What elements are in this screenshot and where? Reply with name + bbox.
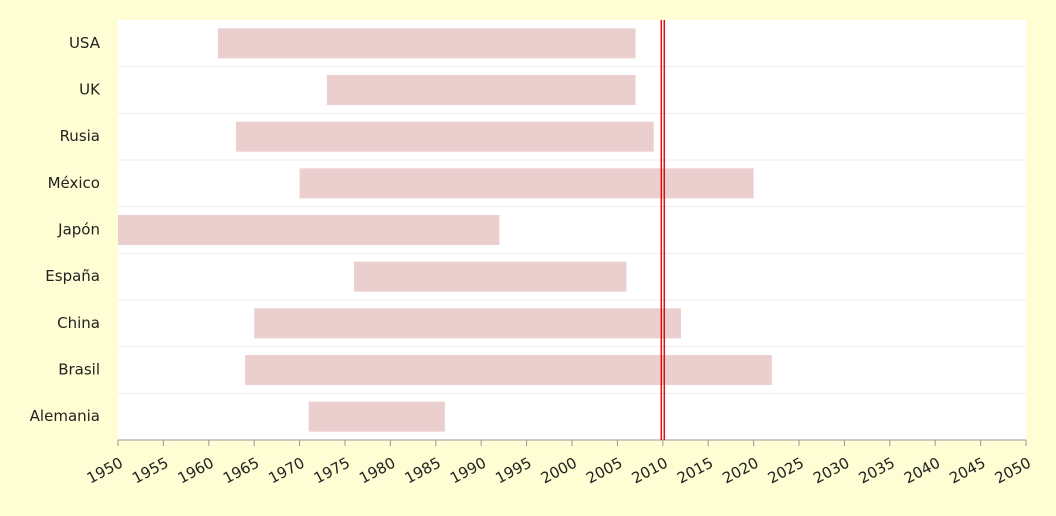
bar bbox=[236, 121, 654, 152]
bar bbox=[354, 261, 627, 292]
y-tick-label: China bbox=[57, 314, 100, 332]
y-tick-label: México bbox=[48, 174, 100, 192]
y-tick-label: USA bbox=[69, 34, 101, 52]
bar bbox=[308, 401, 445, 432]
y-tick-label: Rusia bbox=[60, 127, 100, 145]
bar bbox=[254, 308, 681, 339]
bar bbox=[245, 355, 772, 385]
y-tick-label: Alemania bbox=[30, 407, 100, 425]
y-tick-label: España bbox=[45, 267, 100, 285]
y-tick-label: Japón bbox=[57, 221, 100, 239]
y-tick-label: UK bbox=[79, 81, 101, 99]
bar bbox=[326, 75, 636, 105]
y-tick-label: Brasil bbox=[58, 361, 100, 379]
bar bbox=[299, 168, 754, 199]
bar bbox=[118, 215, 500, 245]
bar bbox=[217, 28, 636, 59]
